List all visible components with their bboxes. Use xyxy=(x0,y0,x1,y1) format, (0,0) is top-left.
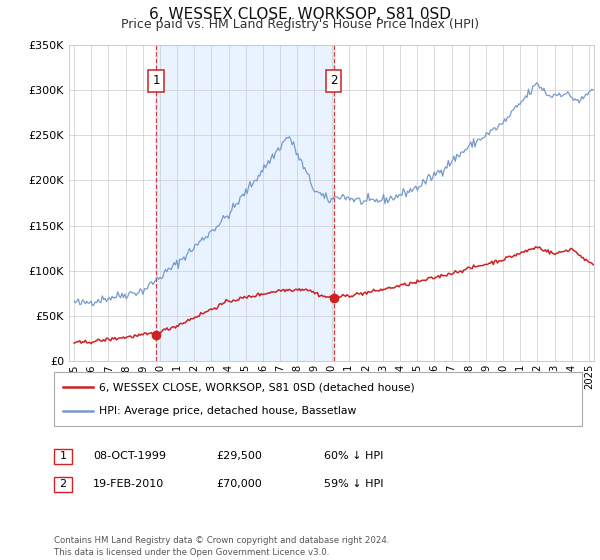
Text: 2: 2 xyxy=(59,479,67,489)
Text: £29,500: £29,500 xyxy=(216,451,262,461)
Bar xyxy=(156,45,334,361)
Text: 59% ↓ HPI: 59% ↓ HPI xyxy=(324,479,383,489)
Text: Price paid vs. HM Land Registry's House Price Index (HPI): Price paid vs. HM Land Registry's House … xyxy=(121,18,479,31)
Text: 1: 1 xyxy=(152,74,160,87)
Text: Contains HM Land Registry data © Crown copyright and database right 2024.
This d: Contains HM Land Registry data © Crown c… xyxy=(54,536,389,557)
Text: 19-FEB-2010: 19-FEB-2010 xyxy=(93,479,164,489)
Text: 6, WESSEX CLOSE, WORKSOP, S81 0SD (detached house): 6, WESSEX CLOSE, WORKSOP, S81 0SD (detac… xyxy=(99,382,415,393)
Text: £70,000: £70,000 xyxy=(216,479,262,489)
Text: 60% ↓ HPI: 60% ↓ HPI xyxy=(324,451,383,461)
Text: 6, WESSEX CLOSE, WORKSOP, S81 0SD: 6, WESSEX CLOSE, WORKSOP, S81 0SD xyxy=(149,7,451,22)
Text: 1: 1 xyxy=(59,451,67,461)
Text: HPI: Average price, detached house, Bassetlaw: HPI: Average price, detached house, Bass… xyxy=(99,405,356,416)
Text: 08-OCT-1999: 08-OCT-1999 xyxy=(93,451,166,461)
Text: 2: 2 xyxy=(330,74,337,87)
